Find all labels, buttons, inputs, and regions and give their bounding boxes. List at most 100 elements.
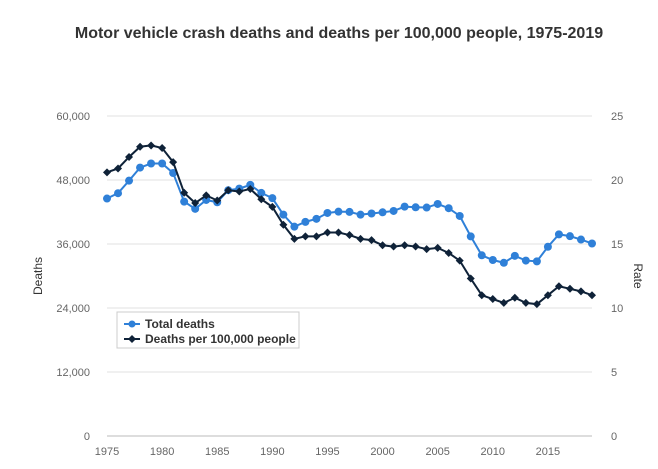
data-point (301, 232, 310, 241)
data-point (433, 243, 442, 252)
x-tick-label: 1975 (95, 446, 119, 458)
data-point (488, 256, 497, 265)
data-point (389, 206, 398, 215)
y2-tick-label: 20 (611, 175, 623, 187)
data-point (114, 189, 123, 198)
legend-item-deaths-per-100k[interactable]: Deaths per 100,000 people (124, 332, 296, 346)
data-point (290, 234, 299, 243)
data-point (356, 234, 365, 243)
y2-tick-label: 25 (611, 111, 623, 123)
legend[interactable]: Total deaths Deaths per 100,000 people (116, 311, 300, 349)
data-point (180, 197, 189, 206)
data-point (588, 239, 596, 248)
series-line (106, 144, 593, 306)
data-point (400, 241, 409, 250)
y-tick-label: 0 (84, 431, 90, 443)
data-point (411, 242, 420, 251)
legend-label-deaths-per-100k: Deaths per 100,000 people (145, 332, 296, 346)
data-point (367, 236, 376, 245)
data-point (268, 202, 277, 211)
data-point (147, 159, 156, 168)
data-point (125, 176, 134, 185)
data-point (224, 186, 233, 195)
legend-box (116, 311, 300, 349)
data-point (510, 251, 519, 260)
data-point (345, 207, 354, 216)
data-point (312, 214, 321, 223)
data-point (543, 242, 552, 251)
y-tick-label: 48,000 (56, 175, 90, 187)
data-point (125, 152, 134, 161)
data-point (290, 222, 299, 231)
y-tick-label: 36,000 (56, 239, 90, 251)
data-point (114, 164, 123, 173)
data-point (499, 298, 508, 307)
y2-tick-label: 15 (611, 239, 623, 251)
y-axis-right: 0 5 10 15 20 25 (611, 111, 623, 443)
chart-title: Motor vehicle crash deaths and deaths pe… (75, 25, 603, 42)
data-point (136, 163, 145, 172)
data-point (279, 210, 288, 219)
y-tick-label: 12,000 (56, 367, 90, 379)
data-point (246, 184, 255, 193)
y2-tick-label: 0 (611, 431, 617, 443)
data-point (455, 211, 464, 220)
data-point (378, 241, 387, 250)
data-point (477, 251, 486, 260)
x-axis: 1975 1980 1985 1990 1995 2000 2005 2010 2015 (95, 446, 560, 458)
data-point (213, 196, 222, 205)
x-tick-label: 1985 (205, 446, 229, 458)
legend-label-total-deaths: Total deaths (145, 317, 215, 331)
data-point (268, 194, 277, 203)
data-point (588, 291, 596, 300)
data-point (565, 232, 574, 241)
data-point (158, 159, 167, 168)
data-point (191, 199, 200, 208)
data-point (191, 204, 200, 213)
y2-tick-label: 5 (611, 367, 617, 379)
data-point (532, 257, 541, 266)
data-point (147, 141, 156, 150)
series-layer (103, 141, 596, 309)
data-point (169, 169, 178, 178)
data-point (312, 232, 321, 241)
data-point (444, 204, 453, 213)
data-point (334, 228, 343, 237)
data-point (444, 248, 453, 257)
data-point (301, 217, 310, 226)
data-point (367, 209, 376, 218)
series-total-deaths (103, 159, 596, 267)
data-point (400, 202, 409, 211)
data-point (356, 210, 365, 219)
data-point (279, 220, 288, 229)
y-axis-title: Deaths (31, 257, 45, 295)
data-point (576, 287, 585, 296)
gridlines (107, 115, 592, 437)
data-point (422, 203, 431, 212)
data-point (521, 298, 530, 307)
x-tick-label: 2005 (425, 446, 449, 458)
series-deaths-per-100k (103, 141, 596, 309)
data-point (202, 191, 211, 200)
data-point (543, 291, 552, 300)
data-point (477, 291, 486, 300)
x-tick-label: 2000 (370, 446, 394, 458)
legend-marker-circle-icon (128, 320, 136, 328)
y-tick-label: 60,000 (56, 111, 90, 123)
legend-marker-diamond-icon (128, 335, 136, 343)
legend-item-total-deaths[interactable]: Total deaths (124, 317, 215, 331)
x-tick-label: 1995 (315, 446, 339, 458)
data-point (466, 274, 475, 283)
data-point (433, 199, 442, 208)
data-point (257, 195, 266, 204)
data-point (323, 208, 332, 217)
x-tick-label: 2015 (536, 446, 560, 458)
data-point (169, 158, 178, 167)
data-point (246, 180, 255, 189)
data-point (576, 235, 585, 244)
x-tick-label: 1980 (150, 446, 174, 458)
data-point (488, 295, 497, 304)
y2-axis-title: Rate (631, 263, 645, 289)
data-point (554, 282, 563, 291)
y2-tick-label: 10 (611, 303, 623, 315)
